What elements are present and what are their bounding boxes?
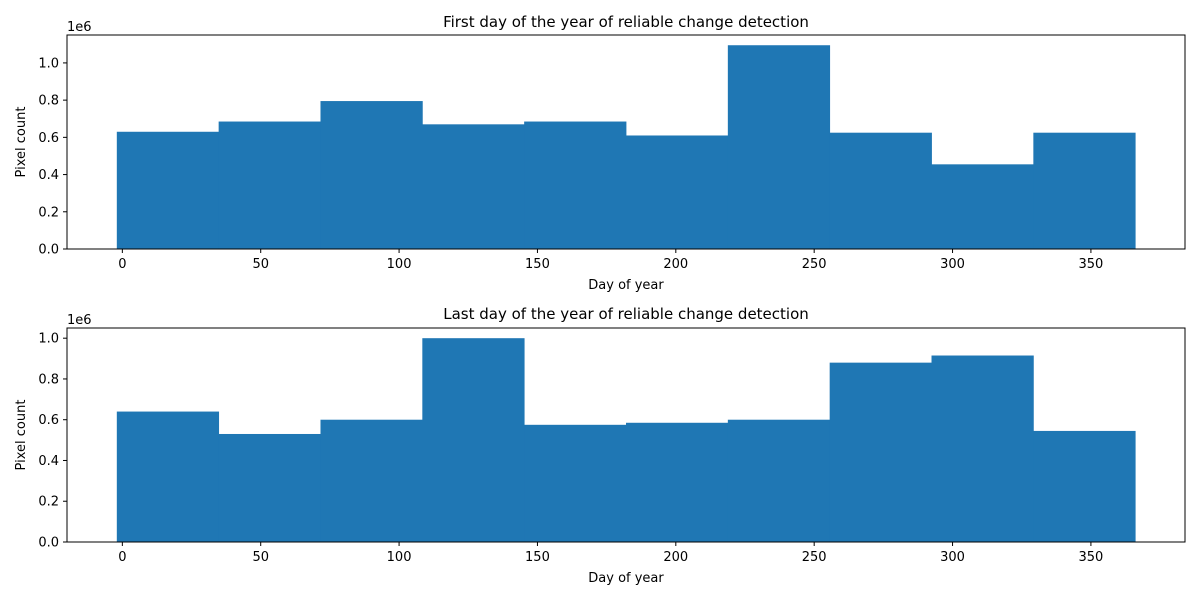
y-offset-label: 1e6	[67, 313, 92, 328]
y-tick-label: 0.6	[38, 413, 59, 428]
histogram-bar-9	[1033, 132, 1136, 249]
y-tick-label: 0.0	[38, 243, 59, 258]
chart-title: First day of the year of reliable change…	[443, 13, 809, 31]
x-tick-label: 200	[663, 257, 688, 272]
x-tick-label: 250	[802, 550, 827, 565]
x-tick-label: 150	[525, 257, 550, 272]
histogram-bar-0	[116, 411, 220, 542]
x-tick-label: 50	[252, 257, 269, 272]
y-tick-label: 0.6	[38, 131, 59, 146]
bars-group	[116, 338, 1136, 542]
histogram-bar-8	[931, 355, 1034, 542]
y-tick-label: 0.2	[38, 495, 59, 510]
x-tick-label: 300	[940, 550, 965, 565]
histogram-bar-6	[727, 45, 831, 249]
histogram-bar-0	[116, 131, 220, 249]
x-axis-label: Day of year	[588, 571, 664, 586]
histogram-bar-1	[218, 121, 321, 249]
histogram-bar-3	[422, 124, 525, 249]
y-tick-label: 1.0	[38, 56, 59, 71]
x-tick-label: 0	[118, 257, 126, 272]
y-tick-label: 1.0	[38, 332, 59, 347]
y-tick-label: 0.0	[38, 536, 59, 551]
plot-frame	[66, 34, 1186, 250]
y-tick-label: 0.8	[38, 372, 59, 387]
y-tick-label: 0.4	[38, 168, 59, 183]
histogram-bar-2	[320, 101, 423, 249]
y-axis-label: Pixel count	[14, 107, 29, 178]
x-tick-label: 100	[387, 550, 412, 565]
histogram-bar-7	[829, 362, 932, 542]
histogram-bar-5	[626, 422, 729, 542]
x-tick-label: 350	[1078, 550, 1103, 565]
y-offset-label: 1e6	[67, 20, 92, 35]
histogram-panel-last-day: Last day of the year of reliable change …	[14, 305, 1186, 586]
y-tick-label: 0.4	[38, 454, 59, 469]
x-tick-label: 200	[663, 550, 688, 565]
histogram-panel-first-day: First day of the year of reliable change…	[14, 13, 1186, 293]
y-tick-label: 0.2	[38, 205, 59, 220]
x-tick-label: 150	[525, 550, 550, 565]
plot-frame	[66, 327, 1186, 543]
x-tick-label: 250	[802, 257, 827, 272]
x-tick-label: 50	[252, 550, 269, 565]
x-axis-label: Day of year	[588, 278, 664, 293]
ticks-group: 0 50 100 150 200 250 300 350 0.0 0.2 0.4 0.6 0.8 1.0	[38, 332, 1103, 565]
chart-title: Last day of the year of reliable change …	[443, 305, 809, 323]
x-tick-label: 350	[1078, 257, 1103, 272]
x-tick-label: 100	[387, 257, 412, 272]
histogram-bar-8	[931, 164, 1034, 249]
histogram-bar-6	[727, 419, 831, 542]
y-tick-label: 0.8	[38, 94, 59, 109]
histogram-bar-4	[524, 121, 627, 249]
histogram-bar-5	[626, 135, 729, 249]
histogram-bar-2	[320, 419, 423, 542]
ticks-group: 0 50 100 150 200 250 300 350 0.0 0.2 0.4 0.6 0.8 1.0	[38, 56, 1103, 272]
histogram-bar-4	[524, 424, 627, 542]
histogram-bar-7	[829, 132, 932, 249]
y-axis-label: Pixel count	[14, 400, 29, 471]
histogram-bar-9	[1033, 430, 1136, 542]
bars-group	[116, 45, 1136, 249]
histogram-bar-3	[422, 338, 525, 542]
histogram-bar-1	[218, 433, 321, 542]
x-tick-label: 300	[940, 257, 965, 272]
x-tick-label: 0	[118, 550, 126, 565]
